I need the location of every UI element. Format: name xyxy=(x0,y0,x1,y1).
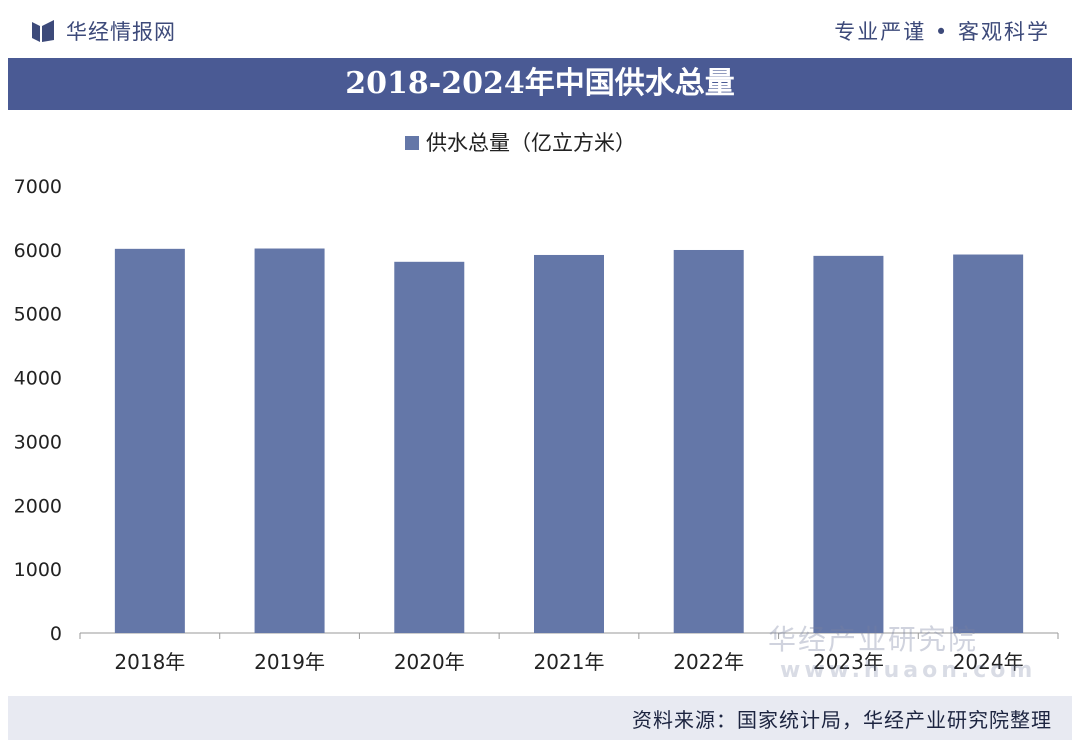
y-tick-label: 3000 xyxy=(14,431,62,453)
y-tick-label: 5000 xyxy=(14,304,62,326)
x-tick-label: 2021年 xyxy=(534,650,605,674)
x-tick-label: 2022年 xyxy=(673,650,744,674)
x-tick-label: 2018年 xyxy=(114,650,185,674)
bar-2021年 xyxy=(534,254,604,634)
bar-chart: 供水总量（亿立方米） 0 1000 2000 3000 4000 5000 6000 7000 2… xyxy=(14,131,1059,674)
legend-label: 供水总量（亿立方米） xyxy=(426,131,636,155)
watermark-text: 华经产业研究院 xyxy=(768,623,979,656)
y-tick-label: 6000 xyxy=(14,240,62,262)
brand-name: 华经情报网 xyxy=(66,20,176,44)
watermark-url: www.huaon.com xyxy=(780,658,1037,683)
source-note: 资料来源：国家统计局，华经产业研究院整理 xyxy=(632,708,1052,732)
bar-2023年 xyxy=(813,255,884,633)
y-tick-label: 0 xyxy=(50,623,62,645)
y-tick-label: 7000 xyxy=(14,176,62,198)
legend-swatch xyxy=(405,136,419,150)
y-tick-label: 4000 xyxy=(14,368,62,390)
chart-area: 供水总量（亿立方米） 0 1000 2000 3000 4000 5000 6000 7000 2… xyxy=(0,110,1080,700)
bar-2020年 xyxy=(394,261,465,633)
bar-2022年 xyxy=(673,249,744,633)
bar-2018年 xyxy=(114,248,185,633)
x-tick-label: 2024年 xyxy=(953,650,1024,674)
chart-title: 2018-2024年中国供水总量 xyxy=(8,58,1072,110)
x-tick-label: 2019年 xyxy=(254,650,325,674)
y-tick-label: 2000 xyxy=(14,495,62,517)
header: 华经情报网 专业严谨 • 客观科学 xyxy=(0,0,1080,58)
bar-2024年 xyxy=(953,254,1024,633)
y-tick-label: 1000 xyxy=(14,559,62,581)
x-tick-label: 2023年 xyxy=(813,650,884,674)
footer: 资料来源：国家统计局，华经产业研究院整理 xyxy=(8,696,1072,740)
slogan: 专业严谨 • 客观科学 xyxy=(834,20,1050,44)
x-tick-label: 2020年 xyxy=(394,650,465,674)
logo-icon xyxy=(32,20,54,42)
bar-2019年 xyxy=(254,248,325,633)
